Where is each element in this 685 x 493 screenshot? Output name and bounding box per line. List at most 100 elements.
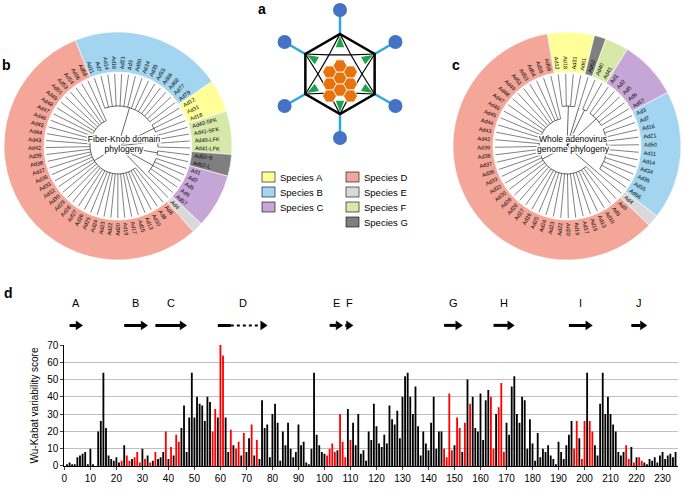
svg-text:Ad32: Ad32 xyxy=(488,183,502,195)
svg-text:Ad58: Ad58 xyxy=(78,63,89,77)
svg-text:Ad2: Ad2 xyxy=(187,174,198,183)
svg-text:Ad28: Ad28 xyxy=(59,204,72,218)
svg-text:b: b xyxy=(2,57,11,73)
svg-text:230: 230 xyxy=(654,473,671,484)
svg-text:Ad56: Ad56 xyxy=(70,67,82,81)
svg-text:Ad46: Ad46 xyxy=(487,100,501,111)
svg-text:Ad2: Ad2 xyxy=(615,79,626,90)
svg-text:170: 170 xyxy=(498,473,515,484)
svg-text:140: 140 xyxy=(420,473,437,484)
svg-text:Ad42: Ad42 xyxy=(28,145,41,151)
svg-text:Ad15: Ad15 xyxy=(137,219,146,233)
svg-text:Ad3: Ad3 xyxy=(126,60,133,71)
svg-text:20: 20 xyxy=(111,473,123,484)
svg-text:Ad43: Ad43 xyxy=(478,126,492,134)
svg-text:D: D xyxy=(239,297,247,309)
svg-text:Species C: Species C xyxy=(280,202,323,213)
svg-text:Ad14: Ad14 xyxy=(102,57,110,71)
svg-text:Ad79: Ad79 xyxy=(177,89,191,102)
svg-text:Ad33: Ad33 xyxy=(484,176,498,187)
svg-text:G: G xyxy=(449,297,458,309)
svg-text:Ad50: Ad50 xyxy=(644,141,657,147)
svg-text:Ad1: Ad1 xyxy=(609,73,620,84)
svg-text:d: d xyxy=(4,285,13,301)
svg-text:Ad52-L: Ad52-L xyxy=(192,160,211,170)
svg-text:Ad26: Ad26 xyxy=(73,213,84,227)
svg-text:Ad22: Ad22 xyxy=(556,222,563,235)
svg-text:Ad55: Ad55 xyxy=(633,181,647,192)
svg-text:40: 40 xyxy=(163,473,175,484)
svg-text:Ad12: Ad12 xyxy=(553,56,561,69)
svg-text:Ad24: Ad24 xyxy=(89,219,98,233)
svg-text:C: C xyxy=(167,297,175,309)
svg-text:Whole adenovirus: Whole adenovirus xyxy=(539,134,607,144)
svg-text:Ad27: Ad27 xyxy=(513,207,525,221)
svg-text:Ad48: Ad48 xyxy=(40,96,54,108)
svg-text:50: 50 xyxy=(47,374,59,385)
svg-text:Ad40: Ad40 xyxy=(594,62,605,76)
svg-text:Ad32: Ad32 xyxy=(42,187,56,199)
svg-text:Ad41: Ad41 xyxy=(602,66,613,80)
svg-text:Ad5: Ad5 xyxy=(621,85,632,96)
svg-text:Ad23: Ad23 xyxy=(98,221,106,235)
svg-text:Ad44: Ad44 xyxy=(29,128,43,136)
svg-text:Ad7: Ad7 xyxy=(95,61,103,72)
svg-text:Ad18: Ad18 xyxy=(562,56,568,69)
svg-text:I: I xyxy=(579,297,582,309)
svg-text:Ad54: Ad54 xyxy=(526,63,537,77)
svg-text:Ad44: Ad44 xyxy=(480,117,494,126)
svg-text:Ad41-SFK: Ad41-SFK xyxy=(193,126,219,136)
svg-text:100: 100 xyxy=(316,473,333,484)
svg-text:Ad25: Ad25 xyxy=(81,216,91,230)
svg-text:0: 0 xyxy=(53,460,59,471)
svg-text:Ad9: Ad9 xyxy=(158,209,168,220)
svg-text:Ad37: Ad37 xyxy=(479,160,493,169)
svg-text:Ad17: Ad17 xyxy=(130,221,138,235)
svg-text:Ad23: Ad23 xyxy=(547,221,555,235)
svg-text:phylogeny: phylogeny xyxy=(105,144,145,154)
svg-text:110: 110 xyxy=(342,473,358,484)
svg-text:Ad26: Ad26 xyxy=(521,212,532,226)
svg-text:Ad12: Ad12 xyxy=(182,96,196,108)
svg-text:Ad22: Ad22 xyxy=(106,222,113,235)
svg-text:Ad3: Ad3 xyxy=(636,107,647,117)
svg-text:Ad17: Ad17 xyxy=(581,220,590,234)
svg-text:Ad29: Ad29 xyxy=(53,199,66,212)
svg-text:Ad16: Ad16 xyxy=(641,123,655,132)
svg-text:70: 70 xyxy=(47,340,59,351)
svg-text:Ad33: Ad33 xyxy=(38,181,52,192)
svg-text:Ad28: Ad28 xyxy=(506,202,519,216)
svg-text:70: 70 xyxy=(241,473,253,484)
svg-text:Ad52: Ad52 xyxy=(587,59,596,73)
svg-text:J: J xyxy=(636,297,642,309)
svg-text:Ad47: Ad47 xyxy=(36,103,50,114)
svg-text:0: 0 xyxy=(62,473,68,484)
svg-text:Ad77: Ad77 xyxy=(172,83,186,96)
svg-text:Species G: Species G xyxy=(364,217,408,228)
svg-text:200: 200 xyxy=(576,473,593,484)
svg-text:160: 160 xyxy=(472,473,489,484)
svg-text:Ad53: Ad53 xyxy=(56,77,69,91)
svg-text:Ad4: Ad4 xyxy=(623,194,634,205)
svg-text:Ad50: Ad50 xyxy=(134,58,143,72)
svg-text:Ad6: Ad6 xyxy=(180,187,191,198)
svg-text:Ad39: Ad39 xyxy=(477,144,490,150)
svg-text:Ad35: Ad35 xyxy=(148,63,159,77)
svg-text:Ad39: Ad39 xyxy=(28,152,41,159)
svg-text:Ad25: Ad25 xyxy=(529,216,540,230)
svg-text:Ad8: Ad8 xyxy=(617,200,628,211)
svg-text:F: F xyxy=(346,297,353,309)
svg-text:H: H xyxy=(500,297,508,309)
svg-text:Ad10: Ad10 xyxy=(604,210,616,224)
svg-text:130: 130 xyxy=(394,473,411,484)
svg-text:190: 190 xyxy=(550,473,567,484)
svg-text:Ad16: Ad16 xyxy=(111,56,118,69)
svg-text:Ad18: Ad18 xyxy=(189,112,203,122)
svg-text:Ad10: Ad10 xyxy=(151,213,162,227)
svg-text:220: 220 xyxy=(628,473,645,484)
svg-text:Ad52-S: Ad52-S xyxy=(194,153,213,161)
svg-text:Ad38: Ad38 xyxy=(30,159,44,168)
svg-text:Ad51: Ad51 xyxy=(50,82,63,95)
svg-text:Ad47: Ad47 xyxy=(492,92,506,104)
svg-text:50: 50 xyxy=(189,473,201,484)
